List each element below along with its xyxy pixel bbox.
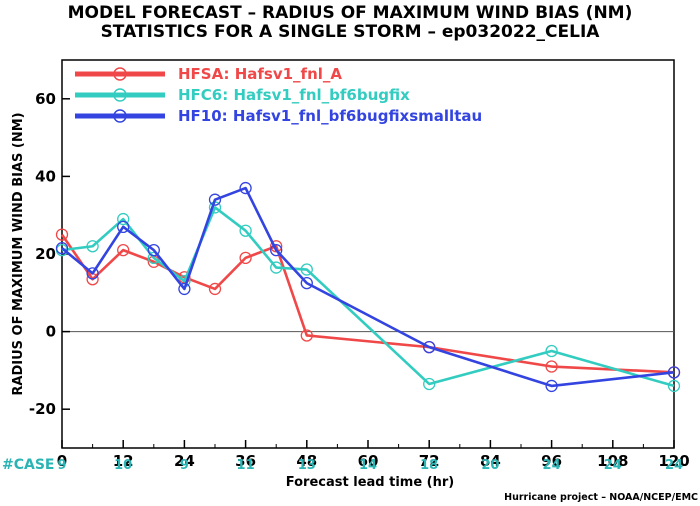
- y-tick-label: -20: [29, 400, 56, 418]
- data-point: [208, 193, 222, 206]
- data-point: [545, 344, 558, 358]
- data-point: [86, 267, 99, 280]
- data-point: [178, 282, 191, 296]
- y-tick-label: 20: [35, 245, 56, 263]
- chart-subtitle: STATISTICS FOR A SINGLE STORM – ep032022…: [101, 22, 601, 42]
- legend-label: HFSA: Hafsv1_fnl_A: [178, 65, 342, 83]
- y-tick-label: 40: [35, 167, 56, 185]
- case-count: 24: [665, 458, 683, 473]
- x-tick-label: 0: [57, 452, 67, 470]
- credit-text: Hurricane project – NOAA/NCEP/EMC: [504, 492, 698, 503]
- data-point: [270, 261, 283, 274]
- case-count: 20: [481, 458, 499, 473]
- x-tick-label: 72: [419, 452, 440, 470]
- data-point: [300, 276, 313, 290]
- data-point: [117, 220, 130, 233]
- data-point: [55, 242, 69, 255]
- data-point: [208, 282, 222, 296]
- legend-label: HFC6: Hafsv1_fnl_bf6bugfix: [178, 86, 410, 104]
- case-count: 9: [57, 458, 66, 473]
- case-label: #CASE: [2, 457, 55, 473]
- data-point: [423, 377, 436, 391]
- data-point: [239, 181, 252, 195]
- x-tick-label: 96: [541, 452, 562, 470]
- legend-marker: [113, 109, 127, 123]
- data-point: [667, 379, 681, 393]
- y-tick-label: 60: [35, 90, 56, 108]
- data-point: [86, 240, 99, 253]
- data-point: [239, 251, 252, 265]
- series-3: [55, 181, 681, 393]
- series-2: [55, 201, 681, 393]
- case-count: 10: [114, 458, 132, 473]
- x-tick-label: 60: [358, 452, 379, 470]
- x-tick-label: 108: [597, 452, 628, 470]
- series-line: [61, 186, 675, 388]
- series-line: [60, 233, 675, 374]
- data-point: [545, 360, 558, 373]
- data-point: [300, 263, 313, 276]
- x-tick-label: 84: [480, 452, 501, 470]
- data-point: [270, 243, 283, 257]
- x-tick-label: 120: [658, 452, 689, 470]
- data-point: [117, 212, 130, 226]
- data-point: [147, 243, 160, 257]
- data-point: [239, 224, 252, 237]
- x-tick-label: 36: [235, 452, 256, 470]
- legend-entry: HFC6: Hafsv1_fnl_bf6bugfix: [75, 86, 410, 104]
- legend-entry: HF10: Hafsv1_fnl_bf6bugfixsmalltau: [75, 107, 482, 125]
- case-count: 9: [180, 458, 189, 473]
- data-point: [117, 243, 130, 257]
- y-axis-label: RADIUS OF MAXIMUM WIND BIAS (NM): [11, 112, 26, 395]
- x-axis-label: Forecast lead time (hr): [286, 475, 454, 490]
- case-count: 14: [359, 458, 377, 473]
- chart-title: MODEL FORECAST – RADIUS OF MAXIMUM WIND …: [68, 3, 633, 23]
- data-point: [545, 379, 558, 393]
- y-tick-label: 0: [46, 323, 56, 341]
- x-tick-label: 12: [113, 452, 134, 470]
- data-point: [55, 228, 69, 241]
- data-point: [667, 366, 681, 379]
- series-line: [61, 206, 675, 388]
- legend-marker: [113, 88, 127, 102]
- data-point: [300, 329, 313, 342]
- case-count: 11: [237, 458, 255, 473]
- legend-label: HF10: Hafsv1_fnl_bf6bugfixsmalltau: [178, 107, 482, 125]
- case-count: 24: [604, 458, 622, 473]
- x-tick-label: 24: [174, 452, 195, 470]
- case-count: 13: [298, 458, 316, 473]
- case-count: 24: [543, 458, 561, 473]
- x-tick-label: 48: [296, 452, 317, 470]
- legend-entry: HFSA: Hafsv1_fnl_A: [75, 65, 342, 83]
- data-point: [423, 340, 436, 354]
- case-count: 18: [420, 458, 438, 473]
- legend-marker: [113, 67, 127, 81]
